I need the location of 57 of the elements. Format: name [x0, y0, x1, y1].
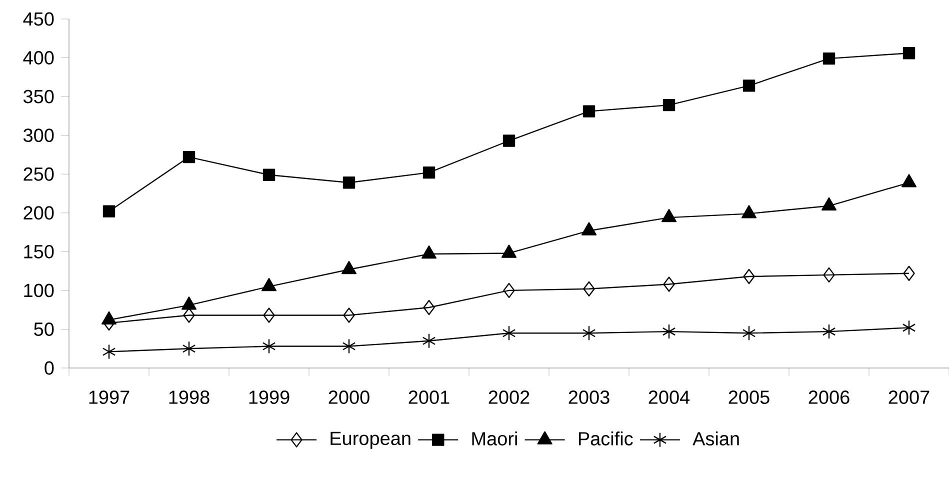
point [662, 324, 676, 340]
point [743, 268, 755, 284]
point [342, 338, 356, 354]
point [503, 282, 515, 298]
point [742, 326, 756, 341]
point [822, 52, 836, 65]
point [903, 266, 915, 281]
point [902, 320, 916, 336]
point [182, 341, 196, 356]
point [662, 98, 676, 112]
y-tick-label: 300 [23, 128, 54, 142]
x-tick-label: 2002 [488, 390, 530, 404]
point [262, 168, 276, 181]
y-tick-label: 350 [23, 90, 54, 104]
point [102, 344, 116, 360]
point [582, 326, 596, 341]
legend-label: European [330, 432, 410, 449]
point [742, 80, 756, 92]
x-tick-label: 2000 [328, 390, 370, 404]
point [583, 281, 595, 296]
point [263, 308, 275, 323]
point [422, 333, 436, 348]
x-tick-label: 1998 [169, 390, 210, 404]
legend-label: Maori [472, 432, 517, 446]
point [502, 134, 516, 147]
x-tick-label: 2004 [648, 390, 690, 404]
y-tick-label: 0 [44, 361, 54, 375]
point [183, 308, 195, 323]
point [663, 276, 675, 292]
y-tick-label: 100 [24, 284, 54, 298]
point [823, 267, 835, 283]
point [422, 166, 436, 179]
point [502, 326, 516, 341]
x-tick-label: 2006 [808, 390, 850, 404]
point [262, 338, 276, 354]
x-tick-label: 2007 [888, 390, 930, 404]
point [343, 308, 355, 323]
y-tick-label: 250 [24, 167, 54, 181]
legend-label: Pacific [578, 432, 633, 446]
y-tick-label: 450 [23, 12, 54, 26]
point [822, 324, 836, 340]
y-tick-label: 50 [34, 322, 54, 336]
point [582, 105, 596, 118]
y-tick-label: 400 [23, 51, 54, 65]
x-tick-label: 1999 [249, 390, 290, 404]
x-tick-label: 2001 [408, 390, 450, 404]
y-tick-label: 200 [24, 206, 54, 220]
point [102, 205, 116, 218]
x-tick-label: 2005 [728, 390, 770, 404]
point [902, 47, 916, 60]
x-tick-label: 1997 [89, 390, 130, 404]
point [342, 176, 356, 189]
y-tick-label: 150 [24, 244, 54, 258]
legend-label: Asian [692, 432, 739, 446]
x-tick-label: 2003 [568, 390, 610, 404]
point [423, 300, 435, 316]
point [182, 150, 196, 164]
